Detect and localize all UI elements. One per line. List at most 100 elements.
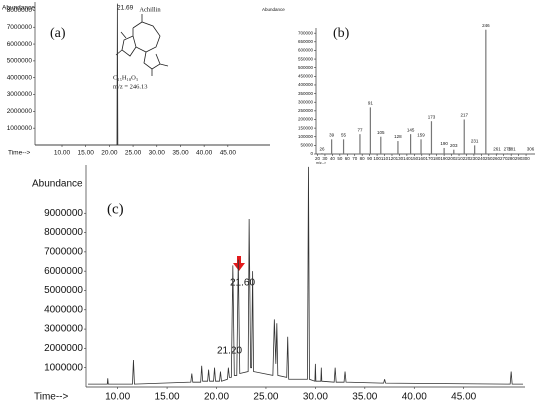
peak-label: 246 xyxy=(482,23,490,28)
x-tick-label: 190 xyxy=(440,156,448,161)
y-tick-label: 5000000 xyxy=(7,58,33,65)
y-axis-title: Abundance xyxy=(2,5,35,12)
x-tick-label: 300 xyxy=(522,156,530,161)
x-tick-label: 140 xyxy=(403,156,411,161)
x-tick-label: 60 xyxy=(345,156,351,161)
x-tick-label: 200 xyxy=(448,156,456,161)
peak-label: 159 xyxy=(417,133,425,138)
y-tick-label: 400000 xyxy=(298,82,314,87)
bar xyxy=(463,119,465,154)
peak-label: 306 xyxy=(527,147,535,152)
peak-label: 26 xyxy=(319,146,325,151)
arrow-marker xyxy=(233,256,245,271)
x-tick-label: 35.00 xyxy=(352,392,377,403)
x-tick-label: 120 xyxy=(388,156,396,161)
bar xyxy=(369,107,371,154)
x-tick-label: 210 xyxy=(455,156,463,161)
annotation: Achillin xyxy=(139,6,161,13)
bar xyxy=(474,145,476,154)
x-tick-label: 15.00 xyxy=(78,150,95,157)
y-tick-label: 350000 xyxy=(298,91,314,96)
x-tick-label: 250 xyxy=(485,156,493,161)
bar xyxy=(331,139,333,154)
peak-label: 217 xyxy=(460,113,468,118)
x-tick-label: 50 xyxy=(337,156,343,161)
y-tick-label: 550000 xyxy=(298,56,314,61)
x-tick-label: 25.00 xyxy=(253,392,278,403)
x-tick-label: 100 xyxy=(373,156,381,161)
panel-label: (a) xyxy=(50,26,66,41)
y-tick-label: 7000000 xyxy=(44,247,83,258)
peak-label: 105 xyxy=(377,130,385,135)
y-tick-label: 4000000 xyxy=(44,304,83,315)
bar xyxy=(359,134,361,154)
bar xyxy=(397,141,399,154)
x-tick-label: 20 xyxy=(315,156,321,161)
x-tick-label: 10.00 xyxy=(105,392,130,403)
y-tick-label: 150000 xyxy=(298,125,314,130)
peak-label: 39 xyxy=(329,133,335,138)
peak-label: 91 xyxy=(368,101,374,106)
y-tick-label: 9000000 xyxy=(44,208,83,219)
x-tick-label: 110 xyxy=(381,156,389,161)
molecule-structure xyxy=(115,14,169,76)
annotation: 21.60 xyxy=(230,278,255,289)
bar xyxy=(511,153,513,154)
x-tick-label: 70 xyxy=(352,156,358,161)
annotation: 21.69 xyxy=(117,5,134,12)
y-tick-label: 450000 xyxy=(298,74,314,79)
peak-label: 231 xyxy=(471,139,479,144)
data-line xyxy=(35,3,270,146)
annotation: m/z = 246.13 xyxy=(113,83,148,90)
peak-label: 55 xyxy=(341,133,347,138)
x-tick-label: 290 xyxy=(515,156,523,161)
y-tick-label: 250000 xyxy=(298,108,314,113)
y-tick-label: 1000000 xyxy=(7,125,33,132)
peak-label: 261 xyxy=(493,146,501,151)
y-tick-label: 500000 xyxy=(298,65,314,70)
y-tick-label: 6000000 xyxy=(7,41,33,48)
x-tick-label: 240 xyxy=(478,156,486,161)
y-tick-label: 8000000 xyxy=(7,7,33,14)
x-axis-title: m/z--> xyxy=(316,161,326,165)
y-tick-label: 200000 xyxy=(298,117,314,122)
bar xyxy=(380,136,382,154)
bar xyxy=(453,149,455,154)
x-tick-label: 40.00 xyxy=(402,392,427,403)
x-tick-label: 40.00 xyxy=(196,150,213,157)
peak-label: 281 xyxy=(508,146,516,151)
annotation: 21.20 xyxy=(217,346,242,357)
y-tick-label: 3000000 xyxy=(7,91,33,98)
x-tick-label: 150 xyxy=(411,156,419,161)
y-tick-label: 100000 xyxy=(298,134,314,139)
x-tick-label: 30.00 xyxy=(303,392,328,403)
x-tick-label: 45.00 xyxy=(451,392,476,403)
y-tick-label: 2000000 xyxy=(44,343,83,354)
y-tick-label: 1000000 xyxy=(44,362,83,373)
peak-label: 203 xyxy=(450,143,458,148)
y-tick-label: 7000000 xyxy=(7,24,33,31)
y-tick-label: 5000000 xyxy=(44,285,83,296)
x-tick-label: 20.00 xyxy=(204,392,229,403)
x-tick-label: 90 xyxy=(367,156,373,161)
x-tick-label: 45.00 xyxy=(220,150,237,157)
y-tick-label: 3000000 xyxy=(44,324,83,335)
x-tick-label: 25.00 xyxy=(125,150,142,157)
y-tick-label: 50000 xyxy=(300,143,313,148)
x-tick-label: 180 xyxy=(433,156,441,161)
x-tick-label: 170 xyxy=(425,156,433,161)
x-tick-label: 40 xyxy=(330,156,336,161)
x-axis-title: Time--> xyxy=(34,392,69,403)
y-axis-title: Abundance xyxy=(32,179,83,190)
peak-label: 275 xyxy=(504,146,512,151)
x-tick-label: 35.00 xyxy=(172,150,189,157)
panel-label: (b) xyxy=(333,26,350,41)
y-tick-label: 300000 xyxy=(298,99,314,104)
x-tick-label: 20.00 xyxy=(101,150,118,157)
peak-label: 190 xyxy=(440,141,448,146)
bar xyxy=(443,147,445,154)
y-tick-label: 600000 xyxy=(298,48,314,53)
bar xyxy=(496,153,498,154)
y-axis-title: Abundance xyxy=(262,7,285,12)
